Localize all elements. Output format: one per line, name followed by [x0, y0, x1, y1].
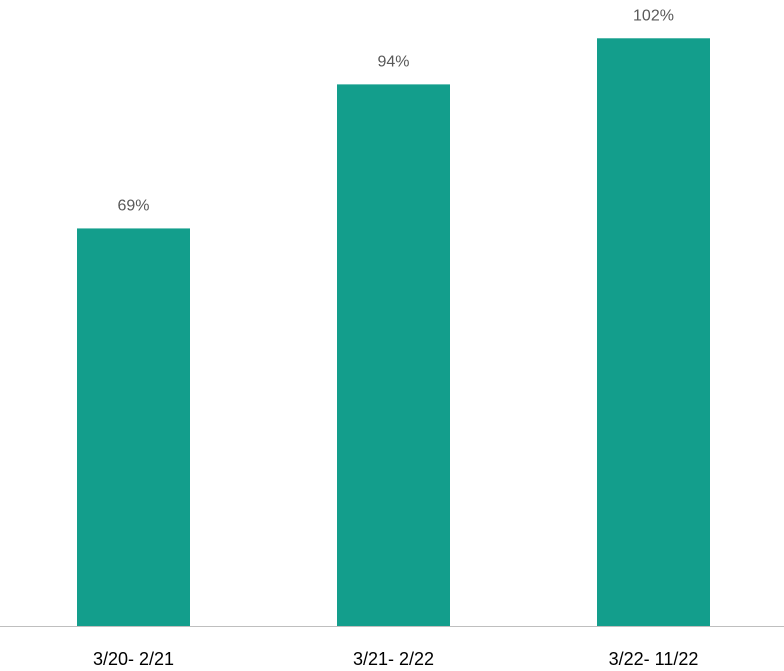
- x-tick-label: 3/21- 2/22: [353, 649, 434, 669]
- x-tick-label: 3/20- 2/21: [93, 649, 174, 669]
- data-label: 69%: [117, 198, 149, 215]
- data-label: 102%: [633, 8, 674, 25]
- data-label: 94%: [377, 54, 409, 71]
- bar: [597, 38, 710, 627]
- bar: [77, 228, 190, 626]
- bar: [337, 84, 450, 626]
- x-tick-label: 3/22- 11/22: [609, 649, 699, 669]
